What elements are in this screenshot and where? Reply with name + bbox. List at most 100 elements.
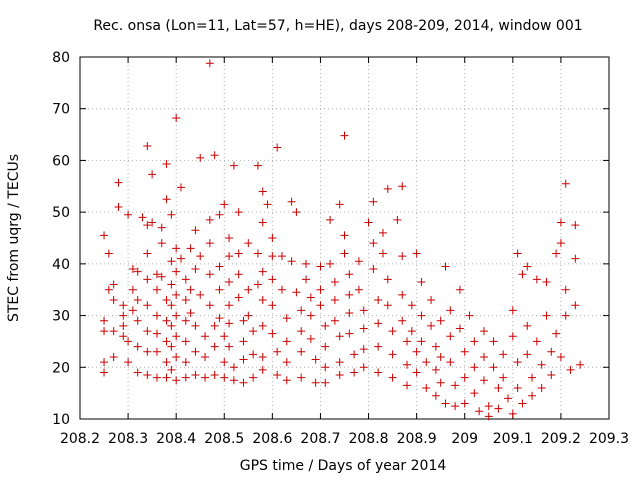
- data-point: [268, 301, 277, 310]
- data-point: [152, 329, 161, 338]
- data-point: [292, 208, 301, 217]
- data-point: [470, 389, 479, 398]
- data-point: [359, 363, 368, 372]
- data-point: [316, 285, 325, 294]
- data-point: [528, 373, 537, 382]
- data-point: [234, 293, 243, 302]
- data-point: [225, 252, 234, 261]
- data-point: [335, 358, 344, 367]
- data-point: [388, 327, 397, 336]
- x-tick-label: 209.3: [589, 431, 629, 447]
- data-point: [215, 314, 224, 323]
- data-point: [172, 311, 181, 320]
- data-point: [571, 254, 580, 263]
- data-point: [455, 324, 464, 333]
- data-point: [157, 223, 166, 232]
- data-point: [172, 267, 181, 276]
- data-point: [528, 391, 537, 400]
- data-point: [205, 270, 214, 279]
- x-tick-label: 208.9: [397, 431, 437, 447]
- data-point: [162, 337, 171, 346]
- data-point: [388, 373, 397, 382]
- x-tick-label: 208.5: [204, 431, 244, 447]
- data-point: [225, 277, 234, 286]
- data-point: [383, 301, 392, 310]
- data-point: [287, 257, 296, 266]
- data-point: [398, 252, 407, 261]
- axis-ticks: [79, 56, 610, 420]
- data-point: [326, 215, 335, 224]
- data-point: [277, 252, 286, 261]
- data-point: [162, 316, 171, 325]
- data-point: [277, 285, 286, 294]
- data-point: [431, 391, 440, 400]
- data-point: [287, 197, 296, 206]
- x-tick-label: 208.8: [348, 431, 388, 447]
- data-point: [201, 352, 210, 361]
- data-point: [431, 342, 440, 351]
- data-point: [258, 218, 267, 227]
- data-point: [210, 151, 219, 160]
- data-point: [561, 179, 570, 188]
- data-point: [268, 252, 277, 261]
- data-point: [350, 368, 359, 377]
- data-point: [359, 306, 368, 315]
- data-point: [167, 321, 176, 330]
- data-point: [172, 290, 181, 299]
- data-point: [244, 285, 253, 294]
- data-point: [176, 183, 185, 192]
- data-point: [441, 262, 450, 271]
- data-point: [345, 308, 354, 317]
- data-point: [253, 249, 262, 258]
- x-tick-label: 209.1: [493, 431, 533, 447]
- data-point: [306, 311, 315, 320]
- data-point: [556, 352, 565, 361]
- y-axis-label: STEC from uqrg / TECUs: [6, 154, 22, 322]
- data-point: [210, 371, 219, 380]
- data-point: [210, 342, 219, 351]
- data-point: [407, 301, 416, 310]
- data-point: [109, 327, 118, 336]
- data-point: [475, 407, 484, 416]
- data-point: [455, 285, 464, 294]
- x-tick-label: 208.7: [300, 431, 340, 447]
- data-point: [239, 355, 248, 364]
- data-point: [128, 285, 137, 294]
- y-tick-label: 50: [52, 205, 70, 221]
- data-point: [196, 252, 205, 261]
- data-point: [359, 324, 368, 333]
- data-point: [417, 277, 426, 286]
- data-point: [321, 363, 330, 372]
- data-point: [321, 342, 330, 351]
- data-point: [210, 321, 219, 330]
- data-point: [542, 311, 551, 320]
- data-point: [374, 319, 383, 328]
- data-point: [162, 373, 171, 382]
- data-point: [499, 350, 508, 359]
- data-point: [109, 280, 118, 289]
- data-point: [547, 371, 556, 380]
- data-point: [354, 257, 363, 266]
- plot-frame: [79, 56, 610, 420]
- data-point: [407, 327, 416, 336]
- data-point: [398, 290, 407, 299]
- data-point: [119, 311, 128, 320]
- data-point: [258, 296, 267, 305]
- data-point: [124, 337, 133, 346]
- data-point: [273, 347, 282, 356]
- data-point: [489, 337, 498, 346]
- data-point: [306, 293, 315, 302]
- data-point: [268, 234, 277, 242]
- data-point: [100, 231, 109, 240]
- data-point: [297, 327, 306, 336]
- data-point: [446, 358, 455, 367]
- data-point: [128, 265, 137, 274]
- data-point: [215, 285, 224, 294]
- data-point: [220, 358, 229, 367]
- data-point: [436, 352, 445, 361]
- data-point: [326, 259, 335, 268]
- data-point: [220, 332, 229, 341]
- data-point: [460, 347, 469, 356]
- data-point: [220, 200, 229, 209]
